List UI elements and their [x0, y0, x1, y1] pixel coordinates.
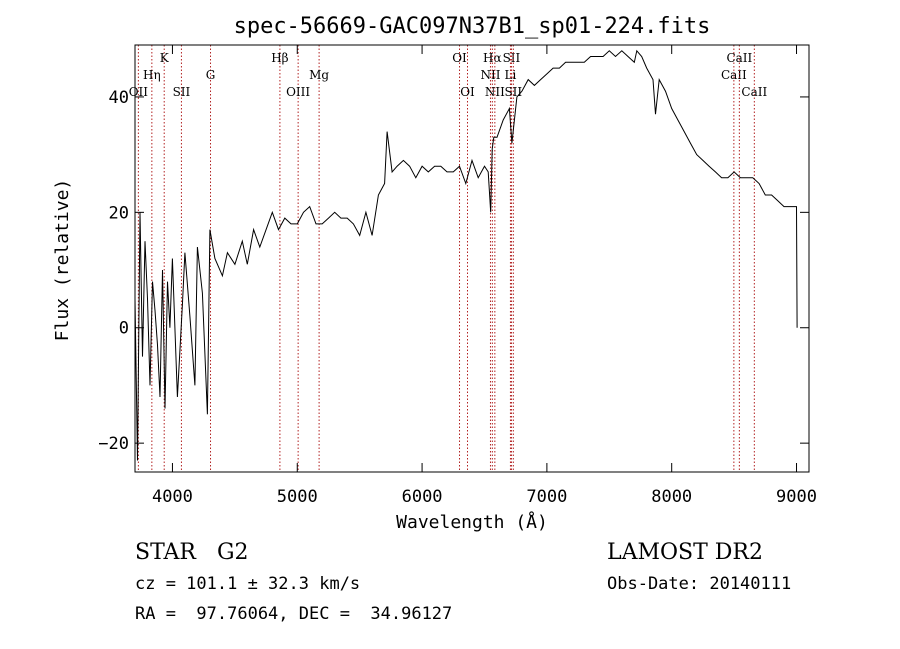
- x-tick-label-0: 4000: [152, 487, 193, 507]
- y-tick-label-2: 20: [109, 203, 129, 223]
- spectral-line-label-5: Hβ: [271, 51, 288, 65]
- spectral-line-label-11: Hα: [483, 51, 502, 65]
- spectral-line-label-9: OI: [460, 85, 475, 99]
- spectral-line-label-13: Li: [505, 68, 517, 82]
- plot-frame: [134, 44, 810, 473]
- redshift-velocity: cz = 101.1 ± 32.3 km/s: [135, 574, 361, 594]
- spectral-line-label-1: Hη: [143, 68, 161, 82]
- spectral-line-label-15: SII: [504, 85, 522, 99]
- spectral-line-label-3: SII: [173, 85, 191, 99]
- spectral-line-label-14: SII: [503, 51, 521, 65]
- survey-name: LAMOST DR2: [607, 540, 763, 565]
- spectral-line-label-2: K: [160, 51, 170, 65]
- spectral-line-label-8: OI: [452, 51, 467, 65]
- spectral-line-label-7: Mg: [309, 68, 329, 82]
- spectral-line-label-16: CaII: [721, 68, 747, 82]
- spectral-line-label-18: CaII: [741, 85, 767, 99]
- y-tick-label-0: −20: [98, 434, 129, 454]
- x-tick-label-2: 6000: [402, 487, 443, 507]
- spectral-line-label-12: NII: [485, 85, 505, 99]
- object-class: STAR G2: [135, 540, 249, 565]
- spectral-line-markers: OIIHηKSIIGHβOIIIMgOIOINIIHαNIILiSIISIICa…: [129, 45, 767, 472]
- spectral-line-label-0: OII: [129, 85, 149, 99]
- x-tick-label-5: 9000: [776, 487, 817, 507]
- spectrum-line-0: [134, 49, 798, 461]
- x-tick-label-3: 7000: [526, 487, 567, 507]
- y-axis-label: Flux (relative): [52, 179, 73, 342]
- spectral-line-label-6: OIII: [286, 85, 310, 99]
- chart-title: spec-56669-GAC097N37B1_sp01-224.fits: [234, 14, 711, 39]
- axes: 4000 5000 6000 7000 8000 9000 −20 0 20 40: [98, 45, 817, 507]
- y-tick-label-3: 40: [109, 88, 129, 108]
- x-tick-label-4: 8000: [651, 487, 692, 507]
- observation-date: Obs-Date: 20140111: [607, 574, 792, 594]
- spectral-line-label-17: CaII: [726, 51, 752, 65]
- y-tick-label-1: 0: [119, 319, 129, 339]
- spectrum-series: [134, 49, 798, 461]
- spectral-line-label-10: NII: [480, 68, 500, 82]
- x-tick-label-1: 5000: [277, 487, 318, 507]
- spectral-line-label-4: G: [206, 68, 216, 82]
- coordinates: RA = 97.76064, DEC = 34.96127: [135, 604, 453, 624]
- x-axis-label: Wavelength (Å): [396, 511, 548, 533]
